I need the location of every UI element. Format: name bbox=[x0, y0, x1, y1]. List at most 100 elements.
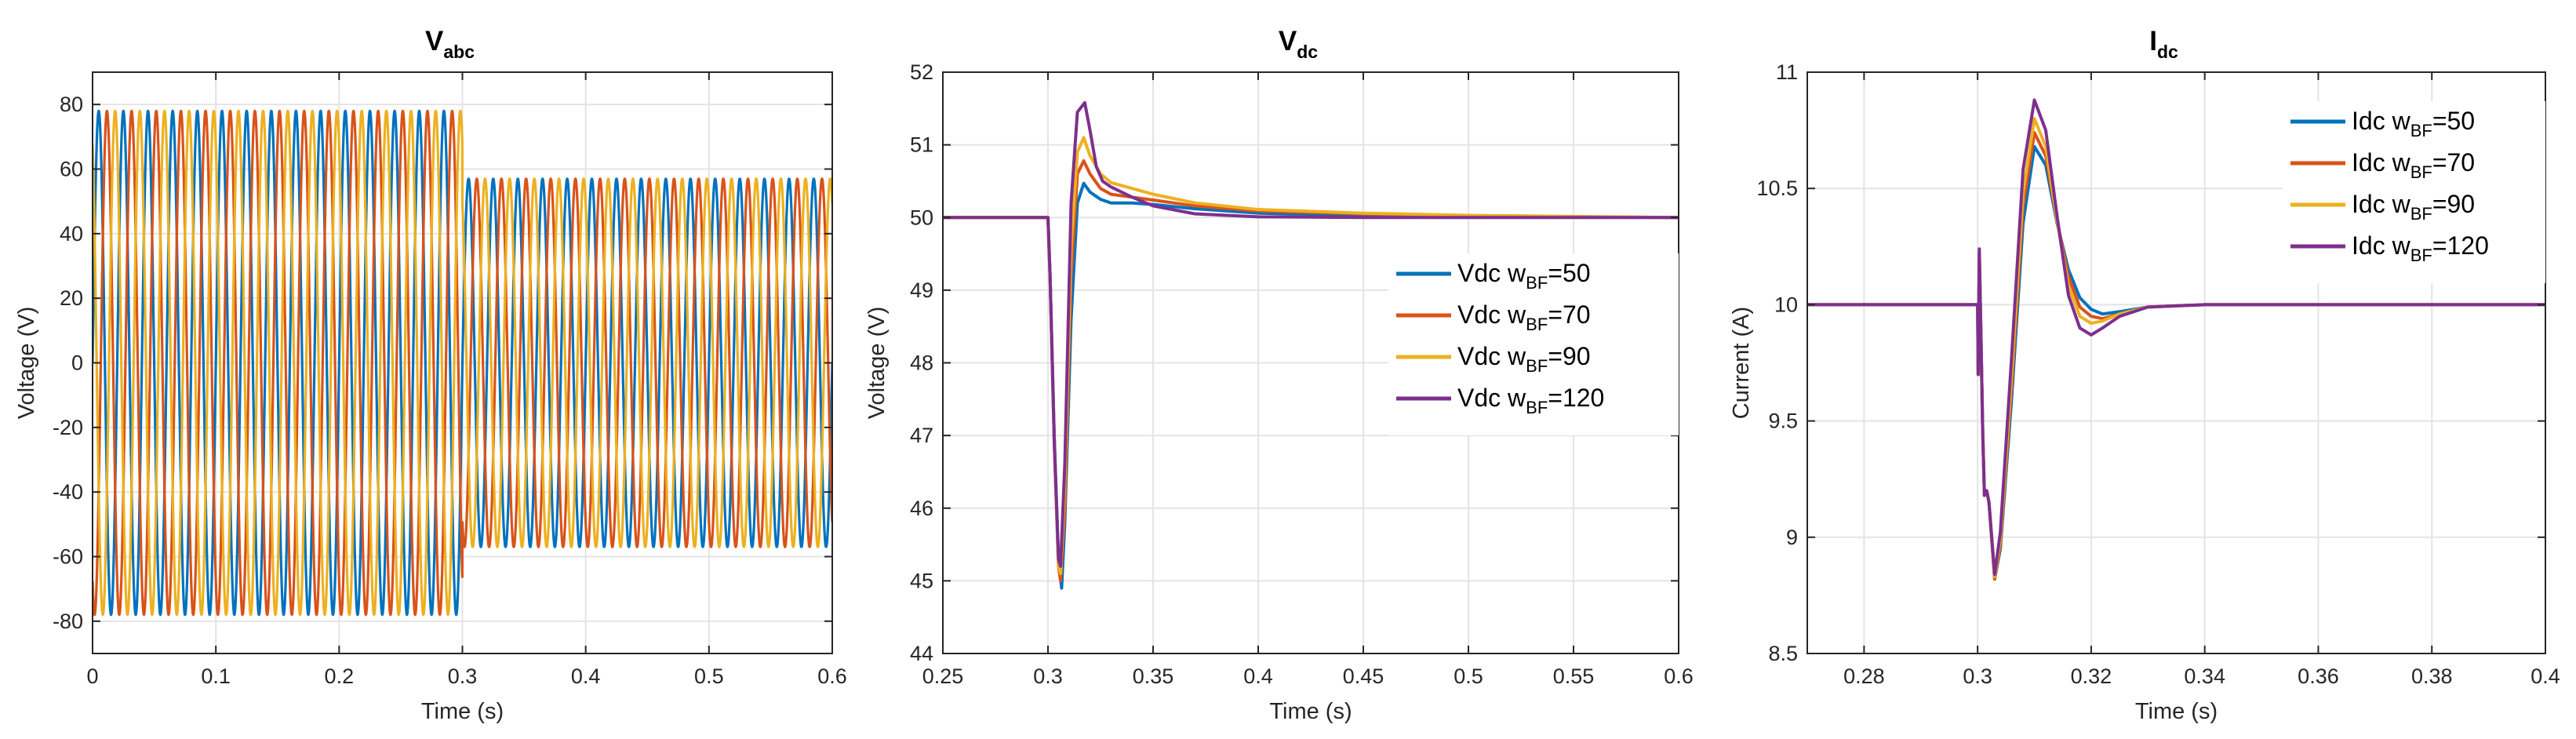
y-tick-label: 51 bbox=[910, 133, 933, 157]
y-tick-label: 10.5 bbox=[1756, 177, 1798, 200]
x-tick-label: 0.5 bbox=[694, 664, 724, 688]
x-tick-label: 0.34 bbox=[2184, 664, 2225, 688]
legend-entry-1: Vdc wBF=50 bbox=[1457, 259, 1591, 293]
legend-entry-subscript: BF bbox=[2410, 121, 2432, 140]
legend-entry-4: Idc wBF=120 bbox=[2352, 231, 2489, 265]
x-tick-label: 0.5 bbox=[1454, 664, 1483, 688]
chart-title-subscript: dc bbox=[1297, 42, 1318, 62]
x-tick-label: 0.32 bbox=[2071, 664, 2112, 688]
y-tick-label: 52 bbox=[910, 60, 933, 84]
legend-box bbox=[2283, 101, 2545, 283]
x-tick-label: 0.3 bbox=[448, 664, 478, 688]
y-tick-label: 20 bbox=[60, 286, 83, 310]
legend-entry-suffix: =120 bbox=[2432, 231, 2489, 260]
y-axis-label: Current (A) bbox=[1729, 307, 1754, 419]
series-group bbox=[1807, 98, 2545, 581]
series-line-1 bbox=[93, 109, 832, 617]
legend-entry-name: Vdc w bbox=[1457, 300, 1526, 329]
y-tick-label: 40 bbox=[60, 222, 83, 246]
x-axis-label: Time (s) bbox=[1269, 699, 1352, 724]
x-tick-label: 0.3 bbox=[1963, 664, 1992, 688]
y-tick-label: 60 bbox=[60, 158, 83, 181]
y-tick-label: 11 bbox=[1776, 60, 1798, 84]
legend-entry-name: Vdc w bbox=[1457, 342, 1526, 370]
legend-entry-name: Idc w bbox=[2352, 231, 2411, 260]
chart-title: Idc bbox=[2149, 26, 2178, 62]
y-tick-label: -80 bbox=[53, 610, 83, 633]
y-tick-label: -60 bbox=[53, 545, 83, 569]
legend-entry-name: Vdc w bbox=[1457, 384, 1526, 412]
x-axis-label: Time (s) bbox=[2135, 699, 2218, 724]
y-axis-label: Voltage (V) bbox=[864, 307, 890, 419]
legend-entry-subscript: BF bbox=[2410, 162, 2432, 182]
x-tick-label: 0 bbox=[86, 664, 98, 688]
y-tick-label: 47 bbox=[910, 424, 933, 447]
legend-entry-suffix: =90 bbox=[2432, 190, 2475, 218]
chart-vdc: 0.25 0.3 0.35 0.4 0.45 0.5 0.55 0.6 44 45 46 47 48 49… bbox=[864, 26, 1694, 724]
legend-entry-subscript: BF bbox=[1526, 315, 1548, 334]
y-tick-label: 9 bbox=[1786, 526, 1798, 549]
x-tick-label: 0.45 bbox=[1343, 664, 1384, 688]
legend-entry-suffix: =90 bbox=[1548, 342, 1590, 370]
legend-entry-2: Idc wBF=70 bbox=[2352, 148, 2475, 182]
y-tick-label: -40 bbox=[53, 480, 83, 504]
chart-idc: 0.28 0.3 0.32 0.34 0.36 0.38 0.4 8.5 9 9.5 10 10.5 1… bbox=[1729, 26, 2560, 724]
series-group bbox=[93, 109, 832, 617]
legend-entry-2: Vdc wBF=70 bbox=[1457, 300, 1591, 334]
chart-title-subscript: abc bbox=[443, 42, 475, 62]
x-tick-label: 0.1 bbox=[201, 664, 231, 688]
y-tick-label: 10 bbox=[1774, 293, 1798, 316]
y-tick-label: 9.5 bbox=[1768, 410, 1798, 433]
y-tick-label: 0 bbox=[71, 351, 83, 375]
legend-entry-subscript: BF bbox=[1526, 398, 1548, 417]
legend-entry-subscript: BF bbox=[2410, 246, 2432, 265]
y-tick-label: 49 bbox=[910, 278, 933, 302]
legend-entry-subscript: BF bbox=[1526, 273, 1548, 293]
x-tick-label: 0.28 bbox=[1843, 664, 1885, 688]
x-tick-label: 0.55 bbox=[1553, 664, 1595, 688]
chart-title: Vabc bbox=[425, 26, 475, 62]
chart-title-main: V bbox=[425, 26, 444, 56]
y-tick-label: 50 bbox=[910, 206, 933, 229]
legend-entry-name: Idc w bbox=[2352, 148, 2411, 177]
series-group bbox=[943, 100, 1679, 590]
x-tick-label: 0.38 bbox=[2411, 664, 2453, 688]
legend-entry-suffix: =50 bbox=[1548, 259, 1590, 287]
y-tick-label: 48 bbox=[910, 351, 933, 375]
axes-frame bbox=[1806, 71, 2546, 654]
chart-vabc: 0 0.1 0.2 0.3 0.4 0.5 0.6 -80 -60 -40 -20 0 20 40 60 80… bbox=[14, 26, 847, 724]
x-tick-label: 0.4 bbox=[571, 664, 601, 688]
y-tick-label: 46 bbox=[910, 497, 933, 520]
x-tick-label: 0.4 bbox=[2531, 664, 2560, 688]
legend-entry-3: Idc wBF=90 bbox=[2352, 190, 2475, 224]
x-tick-label: 0.25 bbox=[922, 664, 964, 688]
x-tick-label: 0.36 bbox=[2298, 664, 2339, 688]
series-line-2 bbox=[93, 109, 832, 617]
x-tick-label: 0.6 bbox=[1664, 664, 1694, 688]
x-tick-label: 0.4 bbox=[1243, 664, 1273, 688]
chart-title-subscript: dc bbox=[2157, 42, 2178, 62]
y-tick-label: 44 bbox=[910, 642, 933, 665]
y-tick-label: 8.5 bbox=[1768, 642, 1798, 665]
series-line-4 bbox=[1807, 98, 2545, 577]
legend-entry-name: Vdc w bbox=[1457, 259, 1526, 287]
legend-entry-suffix: =70 bbox=[2432, 148, 2475, 177]
chart-title-main: V bbox=[1279, 26, 1297, 56]
legend-box bbox=[1388, 253, 1679, 435]
series-line-3 bbox=[93, 109, 832, 617]
x-tick-label: 0.35 bbox=[1133, 664, 1174, 688]
chart-title: Vdc bbox=[1279, 26, 1318, 62]
x-tick-label: 0.3 bbox=[1033, 664, 1063, 688]
legend-entry-suffix: =50 bbox=[2432, 107, 2475, 135]
legend-entry-suffix: =120 bbox=[1548, 384, 1604, 412]
legend-entry-suffix: =70 bbox=[1548, 300, 1590, 329]
y-axis-label: Voltage (V) bbox=[14, 307, 39, 419]
legend-entry-name: Idc w bbox=[2352, 190, 2411, 218]
legend-entry-name: Idc w bbox=[2352, 107, 2411, 135]
series-line-4 bbox=[943, 100, 1679, 568]
chart-title-main: I bbox=[2149, 26, 2157, 56]
x-tick-label: 0.2 bbox=[325, 664, 355, 688]
